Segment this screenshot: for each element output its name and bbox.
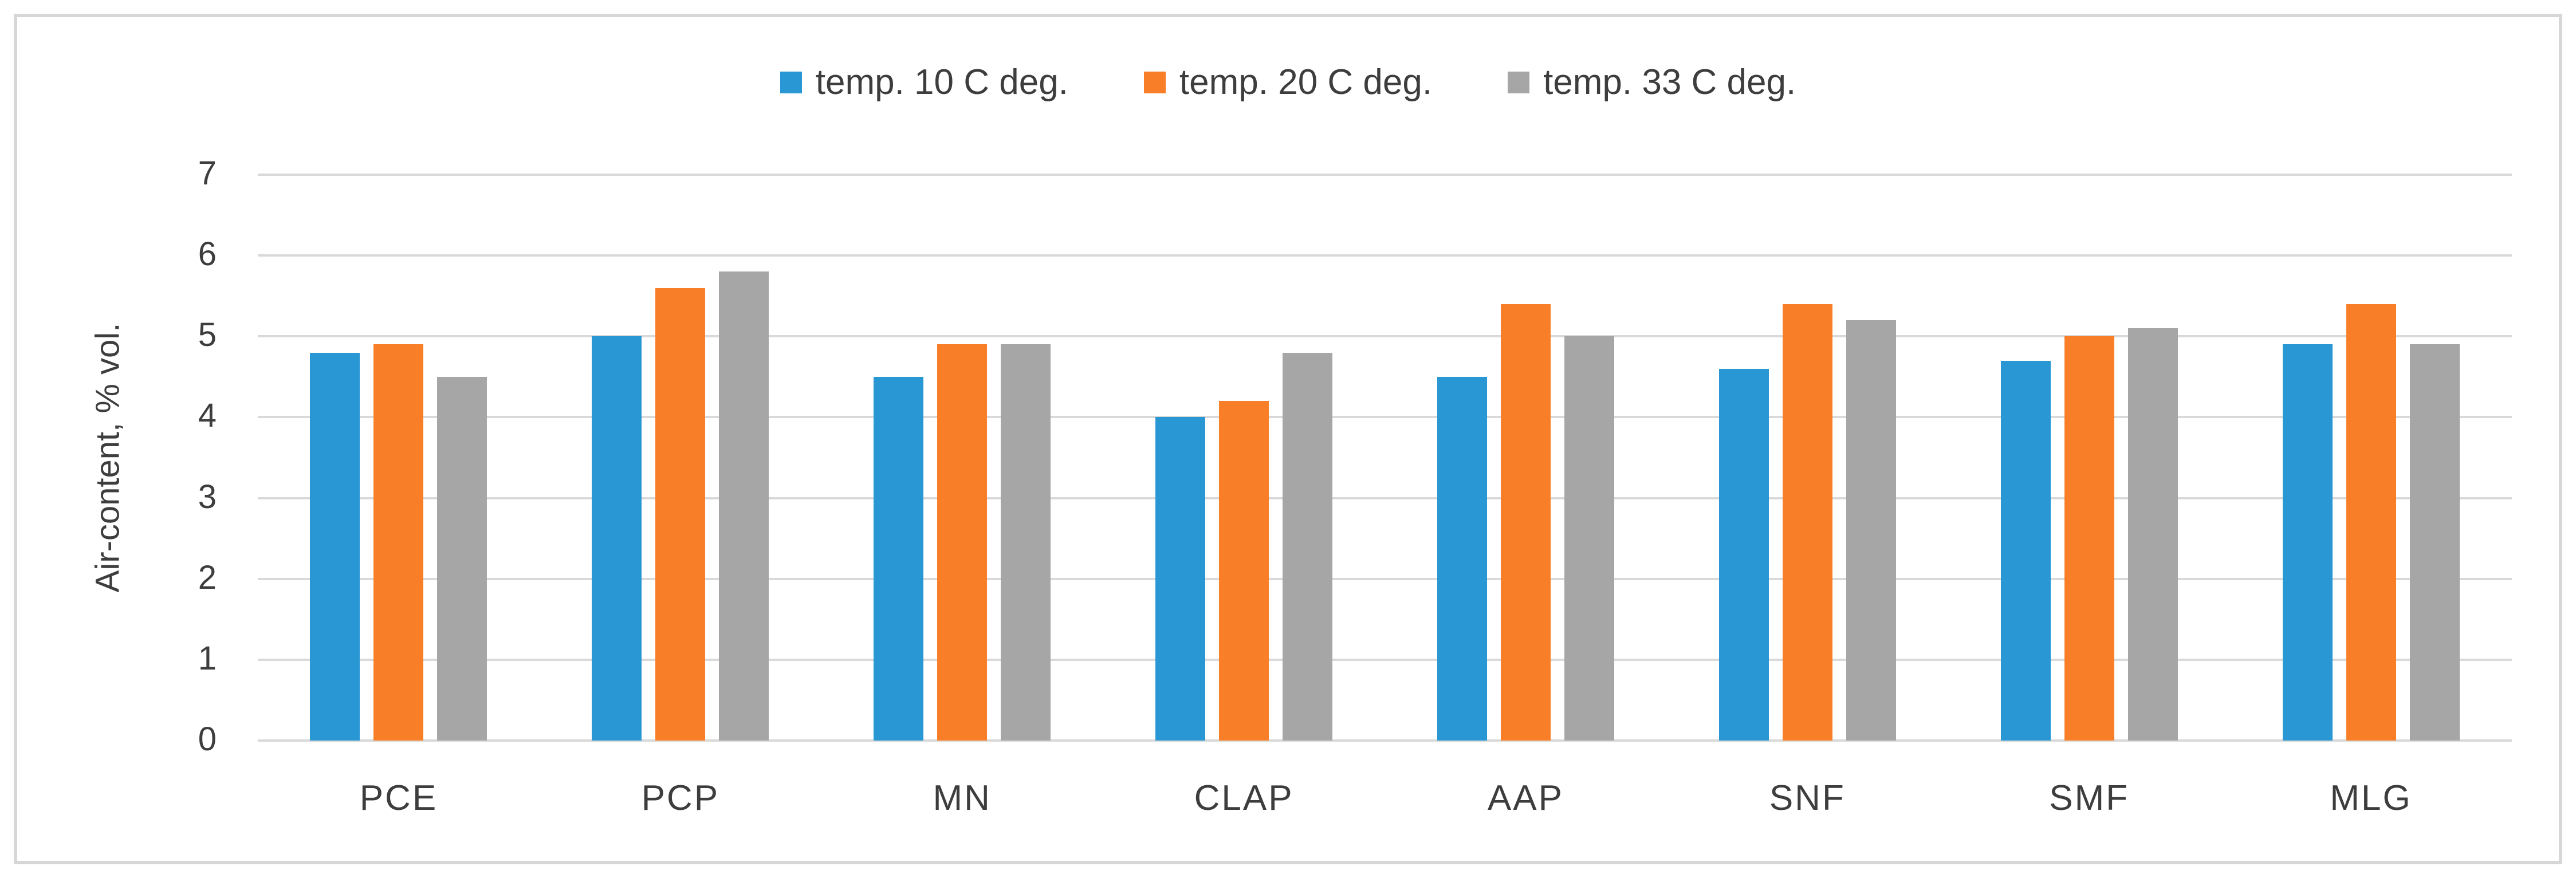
gridline <box>258 254 2512 257</box>
x-category-label: SMF <box>2049 778 2130 818</box>
bar <box>437 376 487 741</box>
gridline <box>258 577 2512 580</box>
legend-color-swatch <box>780 71 802 93</box>
x-category-label: SNF <box>1769 778 1846 818</box>
y-tick-label: 2 <box>198 558 217 596</box>
bar <box>1219 401 1269 741</box>
x-category-label: PCE <box>359 778 438 818</box>
bar <box>1846 320 1896 741</box>
bar <box>2000 360 2051 741</box>
y-tick-label: 1 <box>198 639 217 677</box>
y-tick-label: 6 <box>198 235 217 273</box>
bar <box>1001 344 1051 741</box>
x-category-label: AAP <box>1487 778 1564 818</box>
bar <box>310 352 360 741</box>
legend-item: temp. 20 C deg. <box>1143 62 1433 103</box>
chart-legend: temp. 10 C deg. temp. 20 C deg. temp. 33 C… <box>0 62 2576 103</box>
bar-group <box>540 175 821 741</box>
bar <box>2064 336 2114 741</box>
bar-group <box>1103 175 1385 741</box>
y-tick-label: 3 <box>198 478 217 515</box>
bar-group <box>821 175 1103 741</box>
bar <box>719 271 769 741</box>
bar <box>1564 336 1614 741</box>
plot-area <box>258 174 2512 742</box>
bar <box>655 288 706 741</box>
gridline <box>258 497 2512 499</box>
gridline <box>258 174 2512 176</box>
bar <box>373 344 424 741</box>
bar <box>1155 417 1206 741</box>
bar <box>2409 344 2460 741</box>
legend-label: temp. 10 C deg. <box>815 62 1068 102</box>
legend-item: temp. 10 C deg. <box>780 62 1068 103</box>
legend-color-swatch <box>1143 71 1166 93</box>
gridline <box>258 658 2512 661</box>
bar <box>2127 328 2178 741</box>
bar <box>1283 352 1333 741</box>
bar <box>874 376 924 741</box>
bar-group <box>1666 175 1948 741</box>
gridline <box>258 416 2512 419</box>
bar <box>1718 368 1769 741</box>
y-axis-title: Air-content, % vol. <box>89 322 127 593</box>
bar <box>1437 376 1487 741</box>
bar-group <box>2230 175 2512 741</box>
y-tick-label: 7 <box>198 154 217 192</box>
x-category-label: PCP <box>641 778 720 818</box>
gridline <box>258 739 2512 742</box>
legend-color-swatch <box>1508 71 1530 93</box>
bar <box>2282 344 2333 741</box>
y-tick-label: 0 <box>198 720 217 758</box>
bar-group <box>1948 175 2230 741</box>
bar-group <box>258 175 540 741</box>
y-tick-label: 4 <box>198 397 217 435</box>
y-tick-label: 5 <box>198 316 217 354</box>
bar <box>592 336 642 741</box>
bar <box>2346 304 2396 741</box>
bar <box>1500 304 1551 741</box>
x-category-label: MLG <box>2330 778 2412 818</box>
bar-group <box>1385 175 1667 741</box>
gridline <box>258 335 2512 338</box>
legend-label: temp. 33 C deg. <box>1543 62 1796 102</box>
x-category-label: CLAP <box>1194 778 1294 818</box>
bar <box>937 344 988 741</box>
legend-item: temp. 33 C deg. <box>1508 62 1796 103</box>
x-category-label: MN <box>933 778 992 818</box>
bar <box>1782 304 1832 741</box>
legend-label: temp. 20 C deg. <box>1179 62 1433 102</box>
